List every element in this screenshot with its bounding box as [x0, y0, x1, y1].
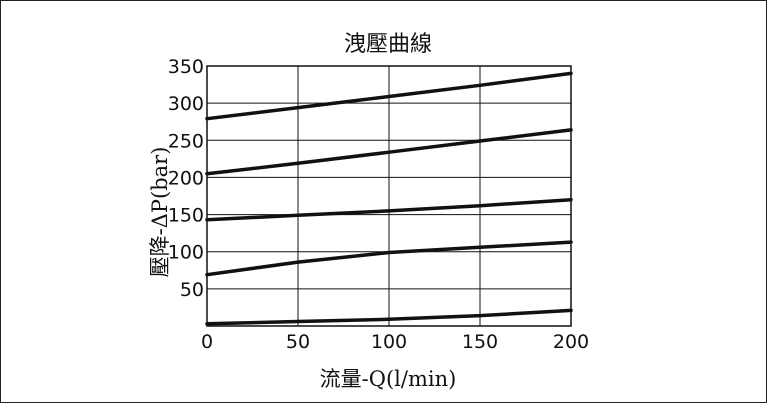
grid [206, 65, 572, 326]
y-tick-label-2: 150 [168, 205, 204, 227]
y-axis-label: 壓降-ΔP(bar) [148, 147, 172, 278]
series-group [205, 71, 573, 326]
series-line-3 [205, 197, 573, 222]
y-tick-label-4: 250 [168, 130, 204, 152]
x-tick-label-0: 0 [201, 331, 213, 353]
x-tick-label-4: 200 [553, 331, 589, 353]
series-line-2 [205, 128, 573, 176]
chart-title: 洩壓曲線 [344, 32, 432, 57]
x-tick-label-1: 50 [286, 331, 310, 353]
x-axis-ticks: 0 50 100 150 200 [201, 331, 589, 353]
series-line-1 [205, 71, 573, 121]
x-axis-label: 流量-Q(l/min) [320, 367, 457, 391]
y-tick-label-0: 50 [180, 279, 204, 301]
y-tick-label-6: 350 [168, 56, 204, 78]
series-line-4 [205, 240, 573, 277]
y-tick-label-1: 100 [168, 242, 204, 264]
x-tick-label-2: 100 [371, 331, 407, 353]
series-line-5 [205, 308, 573, 326]
plot-area-border [206, 65, 572, 327]
y-tick-label-3: 200 [168, 167, 204, 189]
y-tick-label-5: 300 [168, 93, 204, 115]
y-axis-ticks: 50 100 150 200 250 300 350 [168, 56, 204, 301]
x-tick-label-3: 150 [462, 331, 498, 353]
